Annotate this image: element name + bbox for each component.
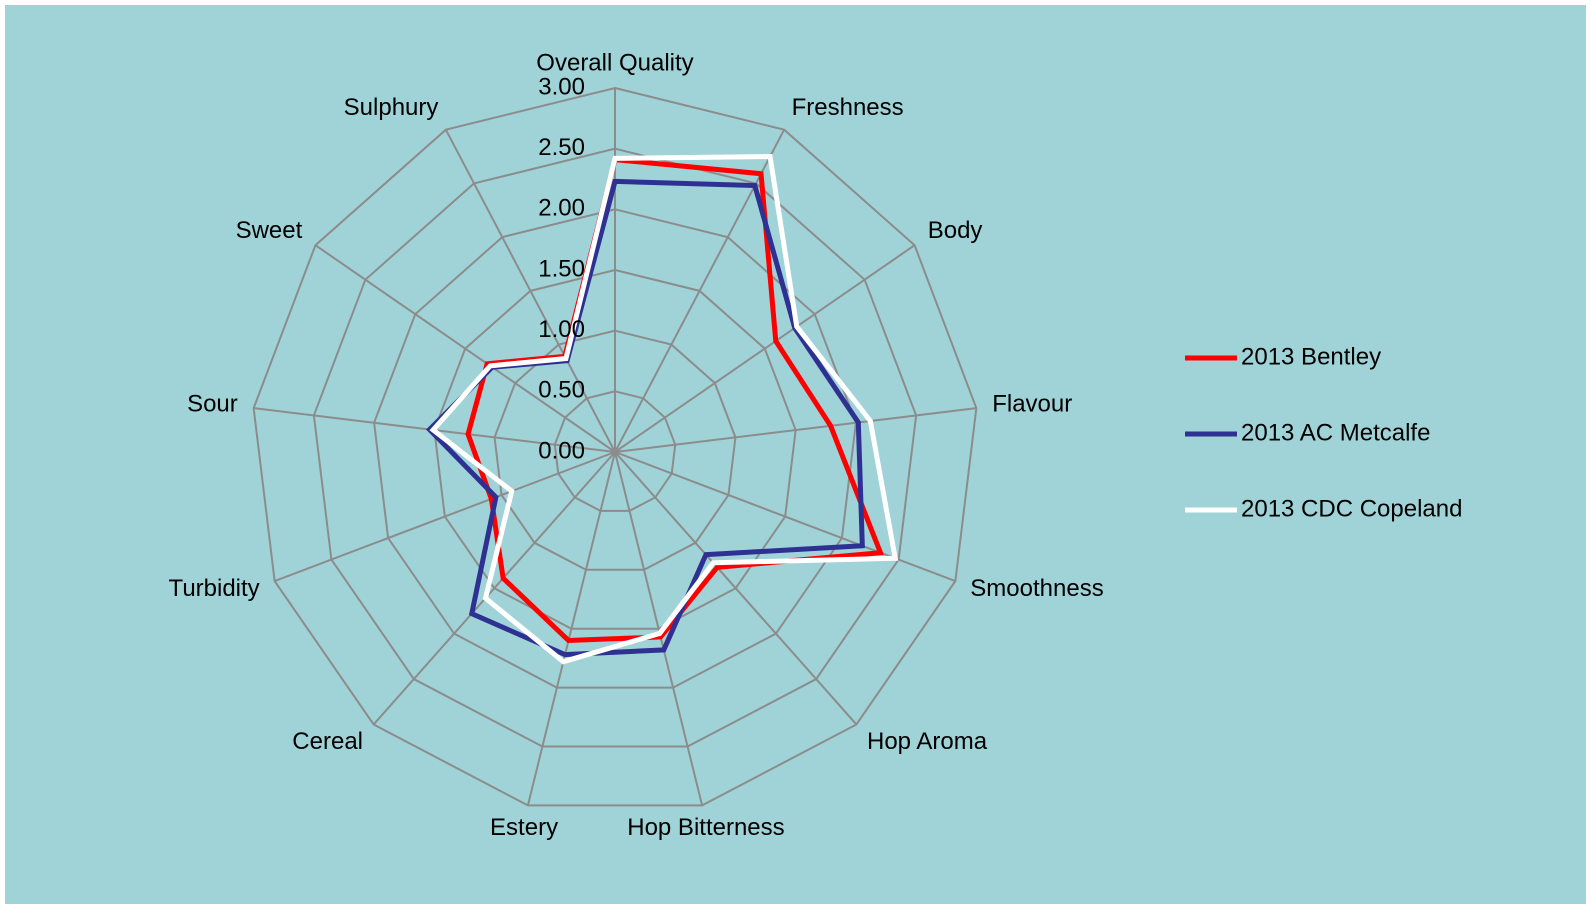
category-label: Estery bbox=[490, 814, 558, 841]
grid-ring bbox=[433, 268, 797, 630]
category-label: Turbidity bbox=[169, 575, 260, 602]
spoke bbox=[614, 451, 858, 726]
spoke bbox=[372, 451, 616, 726]
spoke bbox=[614, 451, 956, 583]
category-label: Sulphury bbox=[344, 94, 439, 121]
category-label: Cereal bbox=[292, 728, 363, 755]
category-label: Overall Quality bbox=[536, 49, 693, 76]
spoke bbox=[444, 129, 616, 453]
spoke bbox=[614, 407, 977, 453]
chart-background bbox=[5, 5, 1586, 904]
r-tick-label: 2.50 bbox=[538, 134, 585, 161]
category-label: Sweet bbox=[236, 217, 303, 244]
grid-ring bbox=[312, 147, 918, 748]
category-label: Hop Aroma bbox=[867, 728, 988, 755]
spoke bbox=[526, 451, 616, 806]
grid-ring bbox=[553, 390, 677, 512]
category-label: Flavour bbox=[992, 391, 1072, 418]
r-tick-label: 0.00 bbox=[538, 437, 585, 464]
spoke bbox=[314, 244, 616, 453]
category-label: Sour bbox=[187, 391, 238, 418]
r-tick-label: 1.00 bbox=[538, 316, 585, 343]
grid-ring bbox=[493, 329, 737, 571]
category-label: Freshness bbox=[792, 94, 904, 121]
r-tick-label: 3.00 bbox=[538, 73, 585, 100]
r-tick-label: 0.50 bbox=[538, 377, 585, 404]
r-tick-label: 2.00 bbox=[538, 195, 585, 222]
legend-label: 2013 CDC Copeland bbox=[1241, 495, 1462, 522]
grid-ring bbox=[252, 86, 978, 807]
category-label: Smoothness bbox=[970, 575, 1103, 602]
spoke bbox=[274, 451, 616, 583]
series-line bbox=[429, 154, 899, 665]
spoke bbox=[614, 451, 704, 806]
category-label: Body bbox=[928, 217, 983, 244]
r-tick-label: 1.50 bbox=[538, 255, 585, 282]
legend-label: 2013 AC Metcalfe bbox=[1241, 419, 1430, 446]
category-label: Hop Bitterness bbox=[627, 814, 784, 841]
spoke bbox=[614, 244, 916, 453]
grid-ring bbox=[373, 208, 857, 689]
legend-label: 2013 Bentley bbox=[1241, 343, 1381, 370]
